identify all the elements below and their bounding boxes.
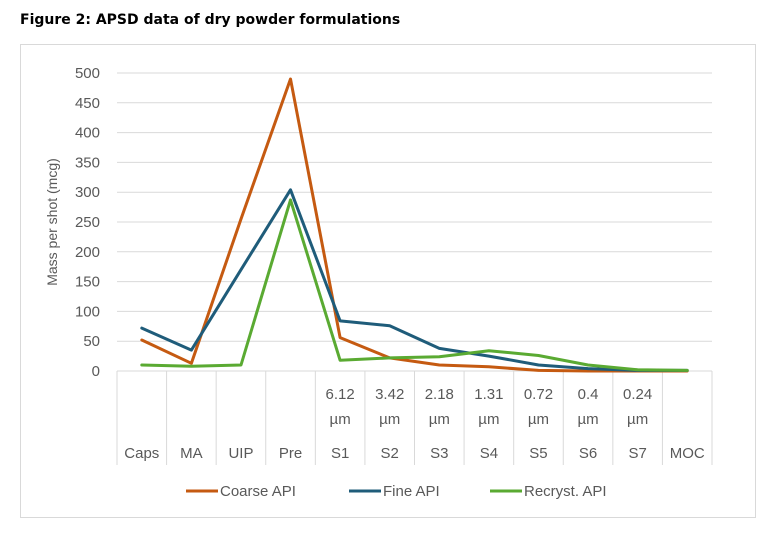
x-tick-label: Pre (279, 445, 302, 462)
x-tick-label: UIP (228, 445, 253, 462)
x-size-label: 1.31 (474, 386, 503, 403)
y-tick-label: 0 (92, 363, 100, 380)
gridlines (117, 72, 712, 342)
x-tick-label: S7 (628, 445, 646, 462)
y-tick-label: 200 (75, 244, 100, 261)
legend-label: Fine API (383, 483, 440, 500)
x-size-label: 3.42 (375, 386, 404, 403)
x-size-label: 6.12 (326, 386, 355, 403)
x-size-unit: µm (627, 411, 648, 428)
series-lines (140, 77, 689, 373)
y-axis-label: Mass per shot (mcg) (44, 158, 60, 286)
y-tick-label: 150 (75, 274, 100, 291)
x-tick-label: S5 (529, 445, 547, 462)
x-tick-label: S3 (430, 445, 448, 462)
x-size-unit: µm (577, 411, 598, 428)
x-size-unit: µm (528, 411, 549, 428)
y-tick-label: 250 (75, 214, 100, 231)
legend-label: Recryst. API (524, 483, 607, 500)
x-size-unit: µm (478, 411, 499, 428)
x-tick-label: MOC (670, 445, 705, 462)
legend-label: Coarse API (220, 483, 296, 500)
tick-labels: 0 50 100 150 200 250 300 350 400 450 500 Caps MA UIP P… (75, 65, 705, 462)
x-tick-label: Caps (124, 445, 159, 462)
x-size-label: 0.72 (524, 386, 553, 403)
x-tick-label: S2 (381, 445, 399, 462)
x-tick-label: S6 (579, 445, 597, 462)
x-size-label: 2.18 (425, 386, 454, 403)
y-tick-label: 450 (75, 95, 100, 112)
x-tick-label: S1 (331, 445, 349, 462)
y-tick-label: 100 (75, 303, 100, 320)
y-tick-label: 300 (75, 184, 100, 201)
x-size-unit: µm (330, 411, 351, 428)
x-size-unit: µm (379, 411, 400, 428)
x-size-label: 0.4 (578, 386, 599, 403)
y-tick-label: 400 (75, 125, 100, 142)
series-line-recryst-api (140, 198, 689, 372)
y-tick-label: 50 (83, 333, 100, 350)
y-tick-label: 350 (75, 154, 100, 171)
legend: Coarse API Fine API Recryst. API (186, 483, 607, 500)
x-tick-label: MA (180, 445, 203, 462)
chart-frame (20, 44, 756, 518)
x-size-unit: µm (429, 411, 450, 428)
figure-title: Figure 2: APSD data of dry powder formul… (20, 12, 401, 28)
series-line-coarse-api (140, 77, 689, 373)
series-line-fine-api (140, 188, 689, 372)
x-size-label: 0.24 (623, 386, 652, 403)
y-tick-label: 500 (75, 65, 100, 82)
x-tick-label: S4 (480, 445, 498, 462)
